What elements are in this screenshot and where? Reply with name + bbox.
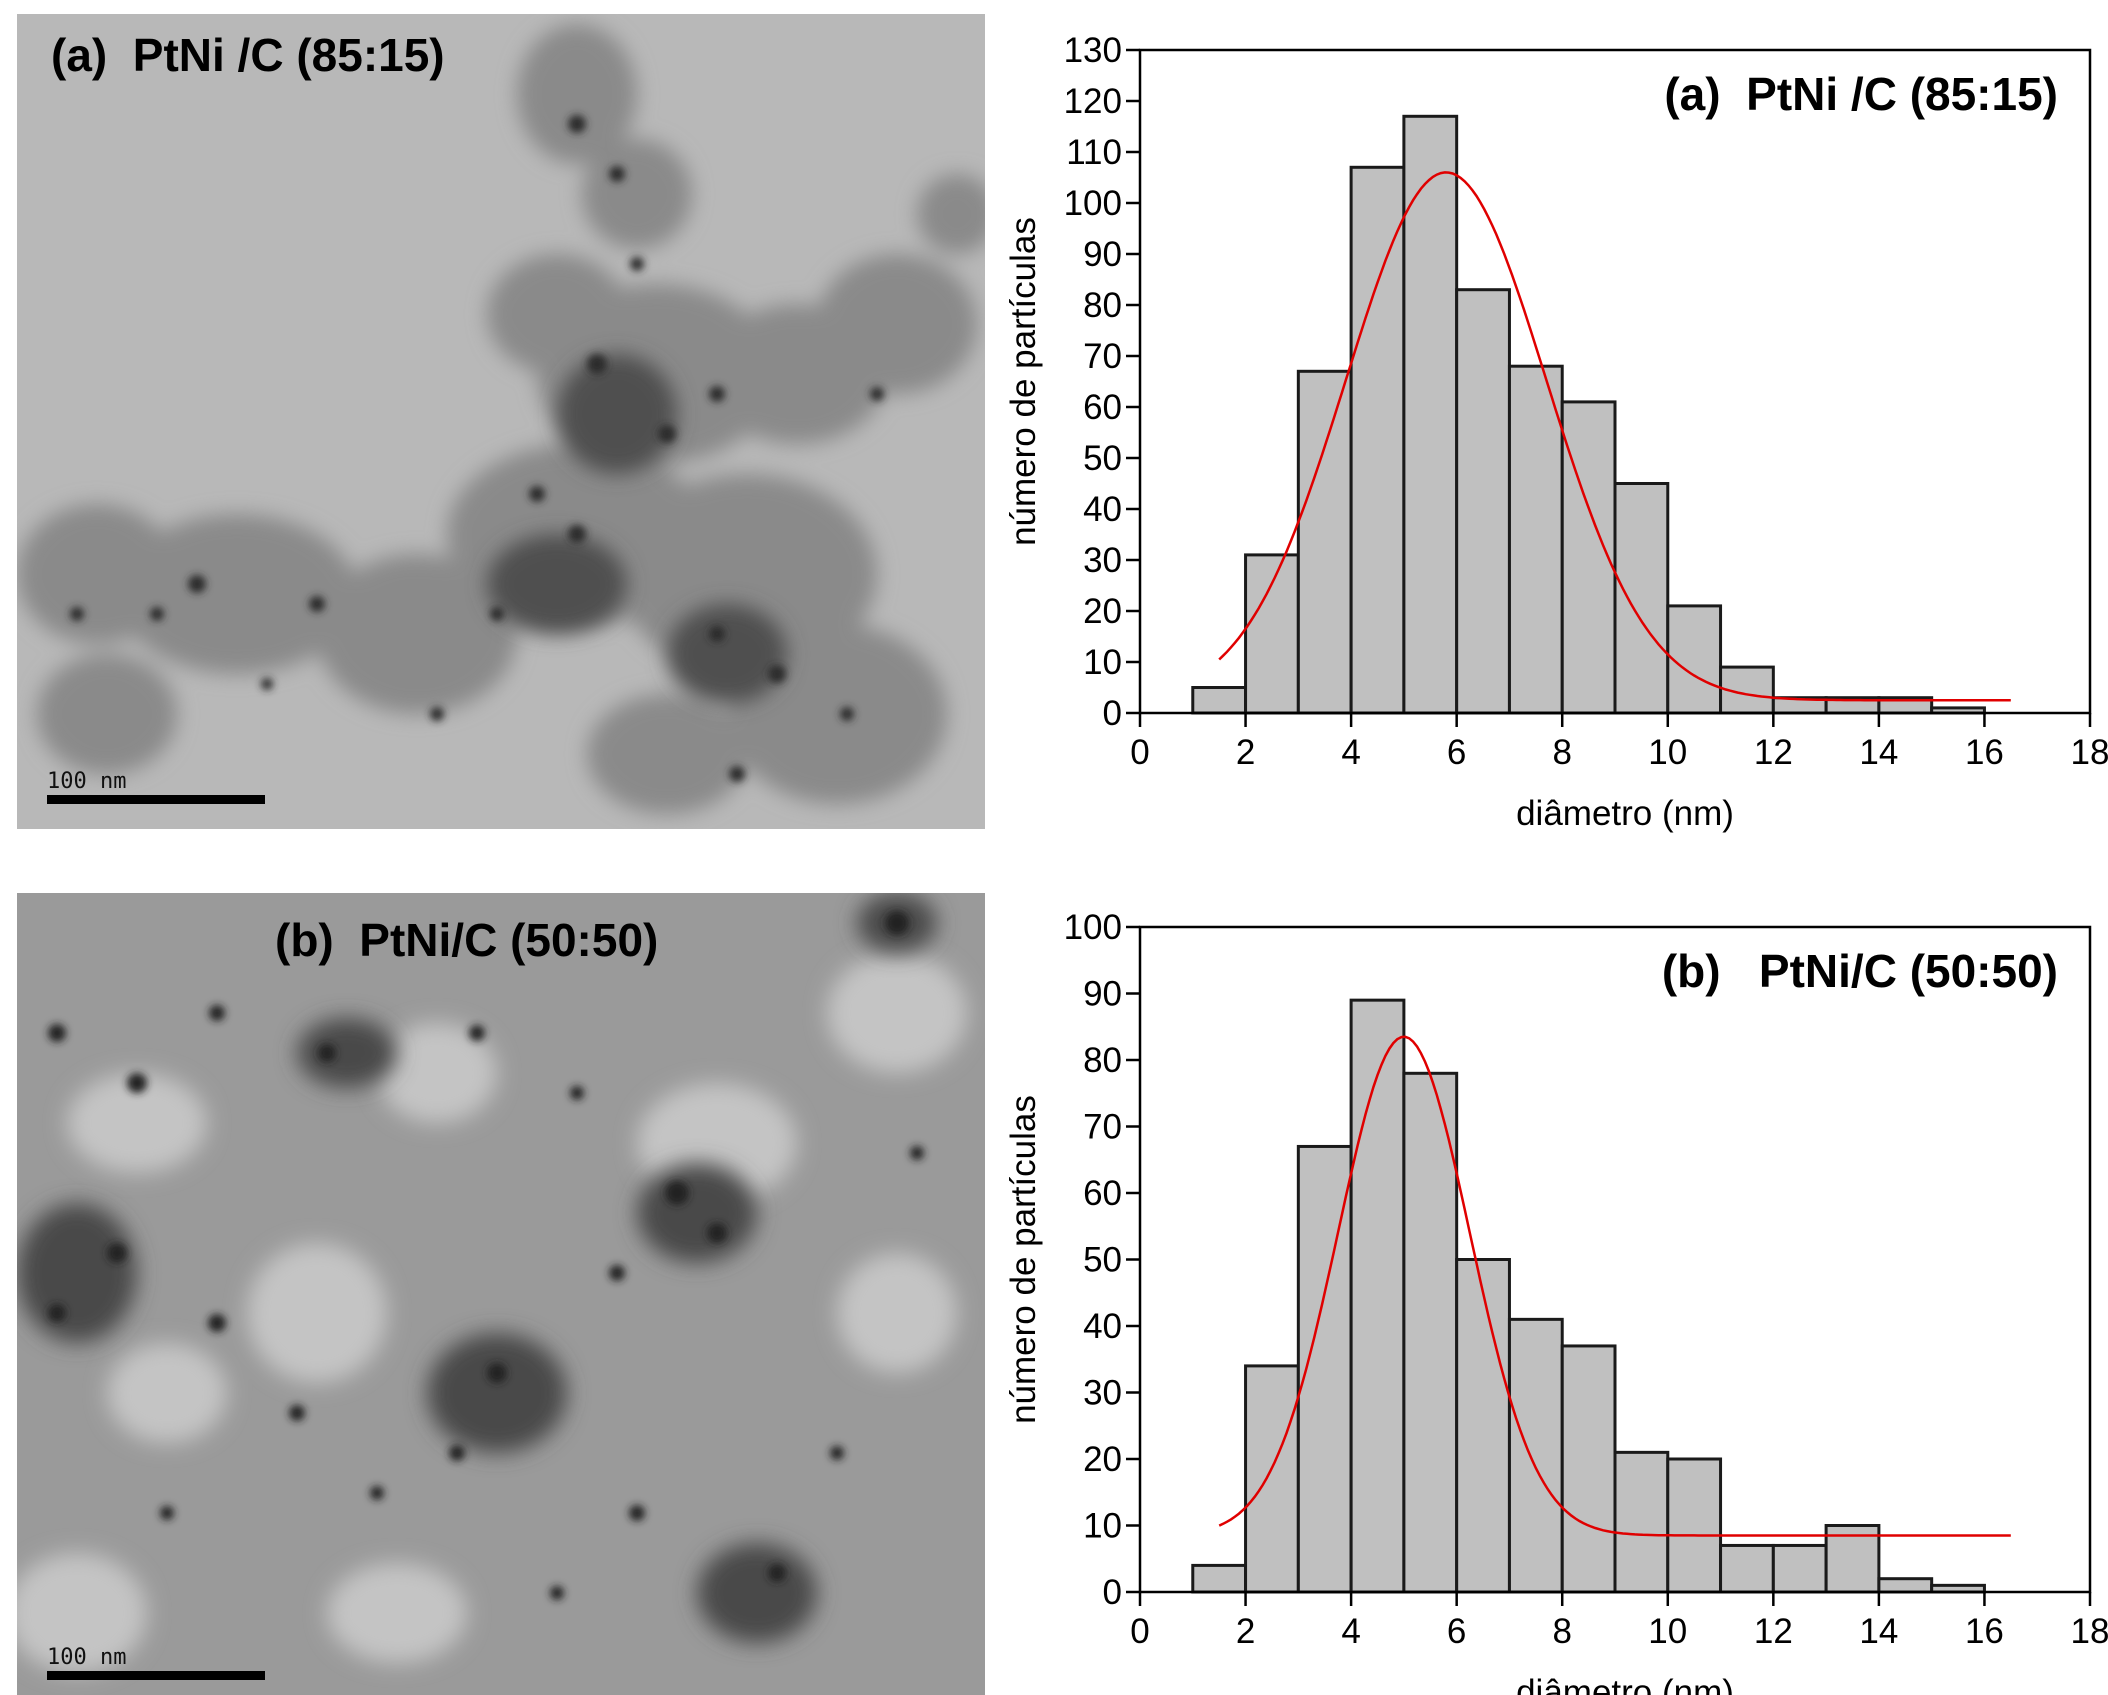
histogram-bar <box>1244 553 1300 715</box>
y-tick-label: 90 <box>1083 235 1122 274</box>
x-tick-label: 8 <box>1552 733 1571 772</box>
y-tick-label: 70 <box>1083 337 1122 376</box>
tem-image-b: (b) PtNi/C (50:50) 100 nm <box>17 893 985 1695</box>
x-tick-label: 16 <box>1965 733 2004 772</box>
x-tick-label: 6 <box>1447 1612 1466 1651</box>
x-tick-label: 12 <box>1754 733 1793 772</box>
histogram-bar <box>1191 686 1248 715</box>
y-tick-label: 0 <box>1103 694 1122 733</box>
y-tick-label: 0 <box>1103 1573 1122 1612</box>
y-tick-label: 100 <box>1064 184 1122 223</box>
y-axis-label: número de partículas <box>1004 1095 1043 1424</box>
x-tick-label: 8 <box>1552 1612 1571 1651</box>
x-tick-label: 2 <box>1236 1612 1255 1651</box>
histogram-bar <box>1666 604 1723 715</box>
histogram-a: 0 2 4 6 8 10 12 14 16 18 0 10 20 30 40 50 60 70 80 90 100 110… <box>1004 31 2108 833</box>
x-tick-label: 12 <box>1754 1612 1793 1651</box>
histogram-bar <box>1244 1364 1300 1594</box>
x-tick-label: 0 <box>1130 733 1149 772</box>
histogram-bar <box>1349 165 1406 715</box>
y-tick-label: 40 <box>1083 490 1122 529</box>
y-tick-label: 80 <box>1083 1041 1122 1080</box>
histogram-bar <box>1296 369 1353 715</box>
gaussian-fit-line <box>1218 171 2011 702</box>
scale-bar-text-b: 100 nm <box>47 1645 127 1670</box>
tem-texture-b <box>17 893 985 1695</box>
y-tick-label: 50 <box>1083 1241 1122 1280</box>
y-tick-label: 100 <box>1064 908 1122 947</box>
x-tick-label: 16 <box>1965 1612 2004 1651</box>
y-tick-label: 110 <box>1066 133 1122 172</box>
histogram-bar <box>1507 1317 1564 1594</box>
x-tick-label: 4 <box>1341 733 1360 772</box>
histogram-bar <box>1402 1071 1459 1594</box>
x-tick-label: 14 <box>1859 733 1898 772</box>
y-tick-label: 60 <box>1083 1174 1122 1213</box>
histogram-bar <box>1719 1543 1775 1594</box>
y-tick-label: 40 <box>1083 1307 1122 1346</box>
histogram-b: 0 2 4 6 8 10 12 14 16 18 0 10 20 30 40 50 60 70 80 90 100 diâ… <box>1004 908 2108 1695</box>
tem-image-a: (a) PtNi /C (85:15) 100 nm <box>17 14 985 829</box>
histogram-bar <box>1349 998 1406 1594</box>
x-tick-label: 10 <box>1648 733 1687 772</box>
x-tick-label: 14 <box>1859 1612 1898 1651</box>
y-tick-label: 10 <box>1083 643 1122 682</box>
y-tick-label: 80 <box>1083 286 1122 325</box>
histogram-bar <box>1771 1543 1828 1594</box>
histogram-bar <box>1613 482 1670 715</box>
histogram-bar <box>1560 1344 1617 1594</box>
y-tick-label: 20 <box>1083 1440 1122 1479</box>
x-axis-label: diâmetro (nm) <box>1516 1673 1734 1695</box>
histogram-bar <box>1877 1577 1934 1594</box>
x-tick-label: 6 <box>1447 733 1466 772</box>
histogram-bar <box>1191 1563 1248 1594</box>
gaussian-fit-line <box>1218 1035 2011 1537</box>
tem-texture-a <box>17 14 985 829</box>
y-tick-label: 130 <box>1064 31 1122 70</box>
y-axis-label: número de partículas <box>1004 217 1043 546</box>
x-tick-label: 4 <box>1341 1612 1360 1651</box>
x-tick-label: 10 <box>1648 1612 1687 1651</box>
y-tick-label: 50 <box>1083 439 1122 478</box>
scale-bar-b <box>47 1671 265 1680</box>
scale-bar-a <box>47 795 265 804</box>
tem-label-b: (b) PtNi/C (50:50) <box>275 914 659 966</box>
histogram-bar <box>1507 364 1564 715</box>
histogram-bar <box>1402 114 1459 715</box>
scale-bar-text-a: 100 nm <box>47 769 127 794</box>
histogram-bar <box>1455 1258 1511 1594</box>
y-tick-label: 60 <box>1083 388 1122 427</box>
histogram-bar <box>1613 1450 1670 1594</box>
tem-label-a: (a) PtNi /C (85:15) <box>51 29 445 81</box>
histogram-bar <box>1666 1457 1723 1594</box>
x-axis-label: diâmetro (nm) <box>1516 794 1734 833</box>
y-tick-label: 30 <box>1083 1374 1122 1413</box>
histogram-bar <box>1455 288 1511 715</box>
y-tick-label: 20 <box>1083 592 1122 631</box>
y-tick-label: 70 <box>1083 1108 1122 1147</box>
x-tick-label: 18 <box>2071 1612 2108 1651</box>
y-tick-label: 10 <box>1083 1507 1122 1546</box>
x-tick-label: 0 <box>1130 1612 1149 1651</box>
chart-title: (b) PtNi/C (50:50) <box>1662 945 2058 997</box>
plot-frame <box>1138 48 2092 715</box>
chart-title: (a) PtNi /C (85:15) <box>1664 68 2058 120</box>
x-tick-label: 18 <box>2071 733 2108 772</box>
x-tick-label: 2 <box>1236 733 1255 772</box>
y-tick-label: 120 <box>1064 82 1122 121</box>
y-tick-label: 90 <box>1083 975 1122 1014</box>
y-tick-label: 30 <box>1083 541 1122 580</box>
